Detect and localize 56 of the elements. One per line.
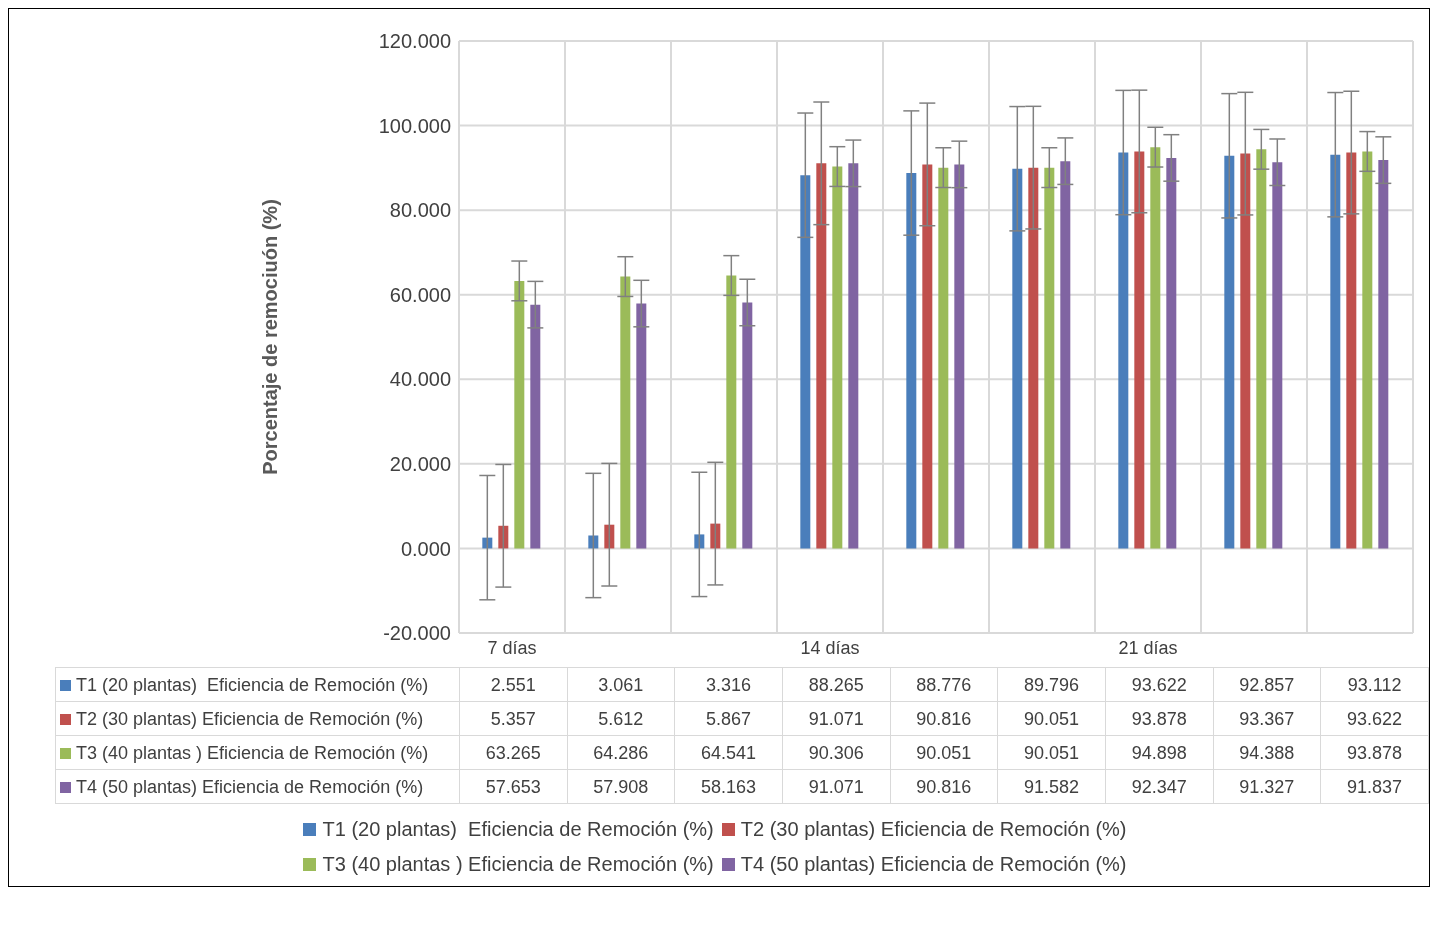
data-label: 5.357 bbox=[459, 701, 567, 736]
legend-label: T1 (20 plantas) Eficiencia de Remoción (%) bbox=[55, 667, 460, 702]
data-label: 94.388 bbox=[1213, 735, 1321, 770]
data-label: 57.908 bbox=[567, 769, 675, 804]
data-label: 90.816 bbox=[890, 701, 998, 736]
data-label: 3.316 bbox=[674, 667, 783, 702]
y-tick-label: 60.000 bbox=[389, 283, 451, 306]
data-label: 89.796 bbox=[997, 667, 1106, 702]
y-tick-label: 80.000 bbox=[389, 199, 451, 222]
data-label: 93.367 bbox=[1213, 701, 1321, 736]
data-label: 57.653 bbox=[459, 769, 567, 804]
data-label: 63.265 bbox=[459, 735, 567, 770]
x-tick-label: 14 días bbox=[800, 637, 860, 658]
data-label: 90.051 bbox=[997, 701, 1106, 736]
text: T2 (30 plantas) Eficiencia de Remoción (%) bbox=[740, 818, 1127, 840]
y-axis-title: Porcentaje de remociuón (%) bbox=[259, 199, 281, 475]
data-label: 92.857 bbox=[1213, 667, 1321, 702]
legend-label: T4 (50 plantas) Eficiencia de Remoción (%) bbox=[55, 769, 460, 804]
data-label: 88.776 bbox=[890, 667, 998, 702]
data-label: 91.327 bbox=[1213, 769, 1321, 804]
y-tick-label: 40.000 bbox=[389, 368, 451, 391]
data-label: 2.551 bbox=[459, 667, 567, 702]
data-label: 3.061 bbox=[567, 667, 675, 702]
y-tick-label: 20.000 bbox=[389, 452, 451, 475]
data-label: 93.878 bbox=[1320, 735, 1429, 770]
data-label: 91.837 bbox=[1320, 769, 1429, 804]
data-label: 93.622 bbox=[1105, 667, 1214, 702]
y-tick-label: -20.000 bbox=[383, 622, 451, 645]
y-tick-label: 0.000 bbox=[400, 537, 451, 560]
data-label: 90.816 bbox=[890, 769, 998, 804]
data-label: 94.898 bbox=[1105, 735, 1214, 770]
data-label: 5.867 bbox=[674, 701, 783, 736]
data-label: 91.071 bbox=[782, 701, 891, 736]
data-label: 93.112 bbox=[1320, 667, 1429, 702]
y-tick-label: 120.000 bbox=[378, 30, 451, 53]
data-label: 91.582 bbox=[997, 769, 1106, 804]
x-tick-label: 21 días bbox=[1118, 637, 1178, 658]
legend-label: T2 (30 plantas) Eficiencia de Remoción (%) bbox=[55, 701, 460, 736]
data-label: 58.163 bbox=[674, 769, 783, 804]
data-label: 92.347 bbox=[1105, 769, 1214, 804]
data-label: 90.306 bbox=[782, 735, 891, 770]
text: T3 (40 plantas ) Eficiencia de Remoción (%) bbox=[322, 853, 714, 875]
text: T1 (20 plantas) Eficiencia de Remoción (%) bbox=[322, 818, 714, 840]
data-label: 93.878 bbox=[1105, 701, 1214, 736]
data-label: 64.541 bbox=[674, 735, 783, 770]
data-label: 91.071 bbox=[782, 769, 891, 804]
data-label: 90.051 bbox=[890, 735, 998, 770]
data-label: 90.051 bbox=[997, 735, 1106, 770]
data-label: 5.612 bbox=[567, 701, 675, 736]
y-tick-label: 100.000 bbox=[378, 114, 451, 137]
legend-label: T3 (40 plantas ) Eficiencia de Remoción (%) bbox=[55, 735, 460, 770]
x-tick-label: 7 días bbox=[487, 637, 537, 658]
text: T4 (50 plantas) Eficiencia de Remoción (%) bbox=[740, 853, 1127, 875]
data-label: 64.286 bbox=[567, 735, 675, 770]
data-label: 88.265 bbox=[782, 667, 891, 702]
data-label: 93.622 bbox=[1320, 701, 1429, 736]
